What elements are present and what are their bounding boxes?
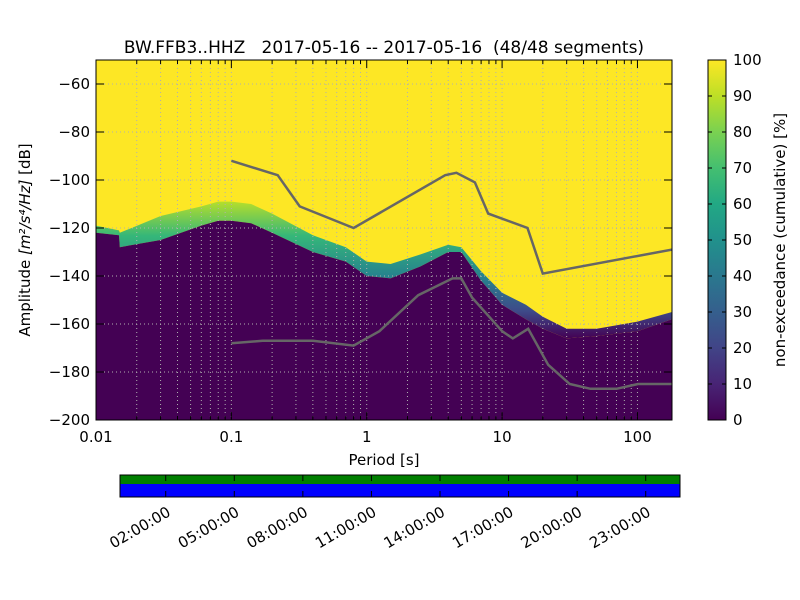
psd-low-percentile-region [96,220,672,420]
colorbar-label: non-exceedance (cumulative) [%] [771,113,789,367]
colorbar-ticks: 0 10 20 30 40 50 60 70 80 90 100 [708,51,762,429]
x-axis-ticks: 0.01 0.1 1 10 100 [79,60,652,446]
colorbar: 0 10 20 30 40 50 60 70 80 90 100 non-exceedance (c… [707,51,789,429]
plot-frame [95,59,673,421]
lower-noise-model-line [231,277,672,391]
y-axis-label: Amplitude [m²/s⁴/Hz] [dB] [16,143,34,336]
x-tick-label: 1 [362,428,372,446]
colorbar-tick-label: 60 [733,195,752,213]
timeline-tick-label: 14:00:00 [381,503,448,552]
colorbar-tick-label: 50 [733,231,752,249]
y-tick-label: −180 [49,363,90,381]
noise-model-lines [231,159,672,391]
timeline-tick-label: 11:00:00 [312,503,379,552]
colorbar-tick-label: 100 [733,51,762,69]
x-tick-label: 0.01 [79,428,112,446]
y-tick-label: −120 [49,219,90,237]
colorbar-tick-label: 30 [733,303,752,321]
y-axis-label-suffix: [dB] [16,143,34,179]
colorbar-tick-label: 80 [733,123,752,141]
x-tick-label: 0.1 [219,428,243,446]
upper-noise-model-line [231,159,672,276]
timeline-tick-label: 20:00:00 [518,503,585,552]
y-tick-label: −100 [49,171,90,189]
timeline-tick-label: 02:00:00 [106,503,173,552]
timeline-frame [119,474,681,498]
y-tick-label: −200 [49,411,90,429]
y-axis-label-units: [m²/s⁴/Hz] [16,179,34,255]
chart-title: BW.FFB3..HHZ 2017-05-16 -- 2017-05-16 (4… [124,38,644,58]
y-tick-label: −80 [58,123,90,141]
psd-heatmap [96,201,672,420]
x-axis-label: Period [s] [348,451,419,469]
plot-area: 0.01 0.1 1 10 100 −60 −80 −100 −120 −140 −160 −180… [49,59,673,446]
timeline-tick-label: 23:00:00 [586,503,653,552]
timeline-psd-bar [120,484,680,497]
colorbar-tick-label: 70 [733,159,752,177]
timeline-tick-label: 05:00:00 [175,503,242,552]
timeline-axes: 02:00:00 05:00:00 08:00:00 11:00:00 14:00:00… [106,474,681,552]
colorbar-tick-label: 90 [733,87,752,105]
colorbar-tick-label: 10 [733,375,752,393]
y-tick-label: −60 [58,75,90,93]
x-tick-label: 100 [623,428,652,446]
colorbar-tick-label: 20 [733,339,752,357]
colorbar-tick-label: 0 [733,411,743,429]
timeline-coverage-bar [120,475,680,484]
y-tick-label: −140 [49,267,90,285]
y-tick-label: −160 [49,315,90,333]
y-axis-ticks: −60 −80 −100 −120 −140 −160 −180 −200 [49,75,672,429]
psd-transition-band [96,201,672,339]
colorbar-tick-label: 40 [733,267,752,285]
timeline-tick-label: 17:00:00 [449,503,516,552]
grid-lines [96,60,672,420]
timeline-tick-label: 08:00:00 [244,503,311,552]
x-tick-label: 10 [493,428,512,446]
y-axis-label-prefix: Amplitude [16,255,34,337]
